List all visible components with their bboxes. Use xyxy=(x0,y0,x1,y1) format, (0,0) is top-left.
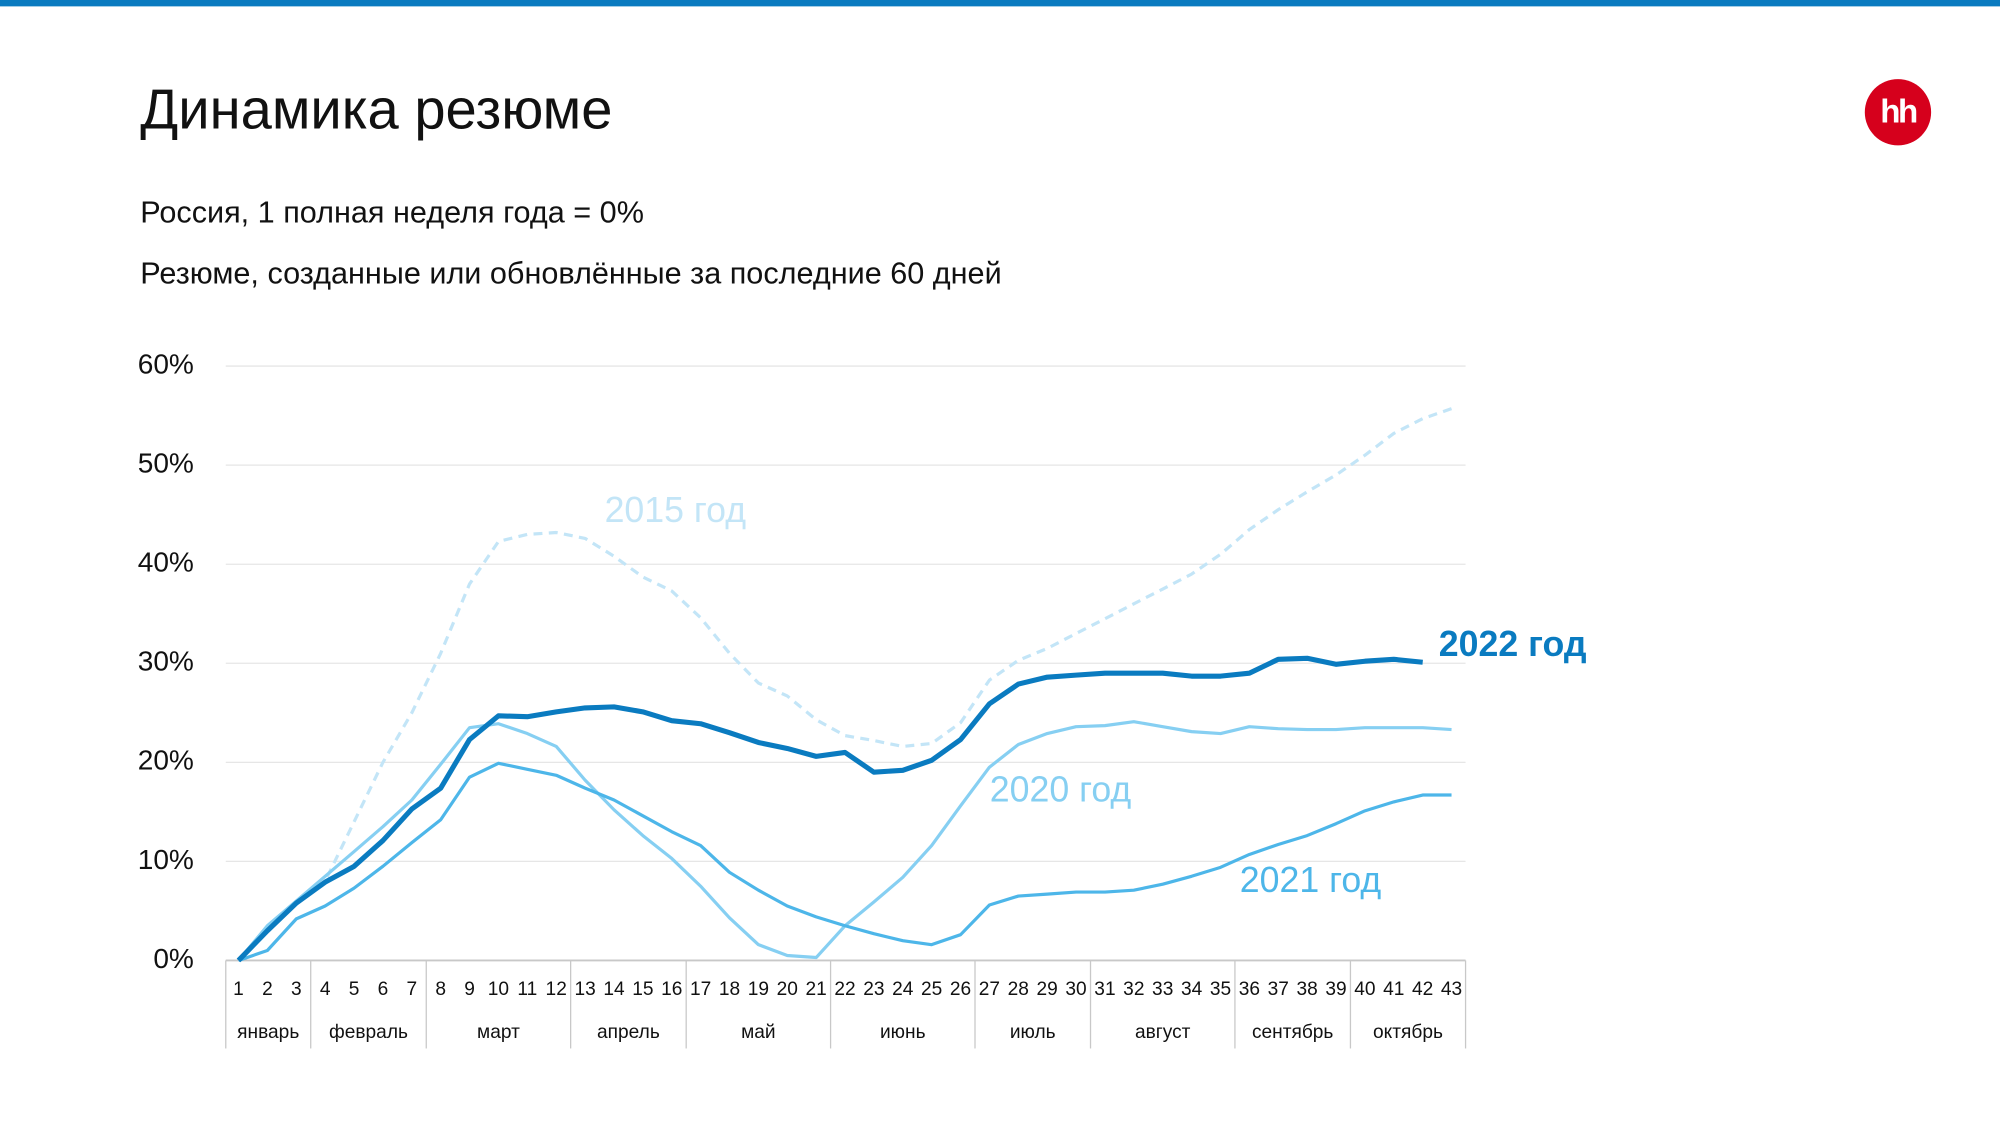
subtitle: Россия, 1 полная неделя года = 0% xyxy=(140,195,644,229)
x-tick-label: 8 xyxy=(435,979,446,1000)
series-line xyxy=(236,655,1423,963)
series-line xyxy=(238,761,1452,962)
x-tick-label: 28 xyxy=(1008,979,1029,1000)
x-tick-label: 29 xyxy=(1037,979,1058,1000)
x-tick-label: 40 xyxy=(1354,979,1375,1000)
x-tick-label: 30 xyxy=(1065,979,1086,1000)
x-tick-label: 14 xyxy=(603,979,625,1000)
x-tick-label: 35 xyxy=(1210,979,1231,1000)
x-tick-label: 4 xyxy=(320,979,331,1000)
group-label: январь xyxy=(237,1022,299,1043)
logo-text: hh xyxy=(1880,93,1917,130)
top-bar xyxy=(0,0,2000,7)
x-tick-label: 26 xyxy=(950,979,971,1000)
x-tick-label: 34 xyxy=(1181,979,1203,1000)
x-tick-label: 1 xyxy=(233,979,244,1000)
x-tick-label: 24 xyxy=(892,979,914,1000)
group-label: август xyxy=(1135,1022,1191,1043)
x-tick-label: 32 xyxy=(1123,979,1144,1000)
series-label: 2020 год xyxy=(990,770,1132,810)
x-tick-label: 7 xyxy=(406,979,417,1000)
series-label: 2015 год xyxy=(605,490,747,530)
series-line xyxy=(237,407,1453,962)
x-tick-label: 33 xyxy=(1152,979,1173,1000)
x-tick-label: 38 xyxy=(1296,979,1317,1000)
x-tick-label: 18 xyxy=(719,979,740,1000)
x-tick-label: 31 xyxy=(1094,979,1115,1000)
x-tick-label: 6 xyxy=(378,979,389,1000)
x-tick-label: 42 xyxy=(1412,979,1433,1000)
group-label: июнь xyxy=(880,1022,926,1043)
y-tick-label: 20% xyxy=(138,745,194,776)
x-tick-label: 2 xyxy=(262,979,273,1000)
x-tick-label: 17 xyxy=(690,979,711,1000)
group-label: сентябрь xyxy=(1252,1022,1333,1043)
group-label: февраль xyxy=(329,1022,408,1043)
slide-title: Динамика резюме xyxy=(140,77,612,140)
x-tick-label: 16 xyxy=(661,979,682,1000)
x-tick-label: 27 xyxy=(979,979,1000,1000)
y-tick-label: 10% xyxy=(138,844,194,875)
x-tick-label: 21 xyxy=(806,979,827,1000)
x-tick-label: 9 xyxy=(464,979,475,1000)
x-tick-label: 39 xyxy=(1325,979,1346,1000)
y-tick-label: 0% xyxy=(153,943,194,974)
group-label: март xyxy=(477,1022,520,1043)
x-tick-label: 20 xyxy=(777,979,798,1000)
series-label: 2021 год xyxy=(1240,860,1382,900)
x-tick-label: 43 xyxy=(1441,979,1462,1000)
x-tick-label: 37 xyxy=(1268,979,1289,1000)
group-label: октябрь xyxy=(1373,1022,1443,1043)
x-tick-label: 36 xyxy=(1239,979,1260,1000)
x-tick-label: 23 xyxy=(863,979,884,1000)
x-tick-label: 22 xyxy=(834,979,855,1000)
y-tick-label: 50% xyxy=(138,448,194,479)
group-label: май xyxy=(741,1022,775,1043)
x-tick-label: 19 xyxy=(748,979,769,1000)
subtitle: Резюме, созданные или обновлённые за пос… xyxy=(140,257,1001,291)
x-tick-label: 11 xyxy=(517,979,537,1000)
group-label: апрель xyxy=(597,1022,660,1043)
x-tick-label: 25 xyxy=(921,979,942,1000)
x-tick-label: 12 xyxy=(546,979,567,1000)
x-tick-label: 3 xyxy=(291,979,302,1000)
x-tick-label: 15 xyxy=(632,979,653,1000)
x-tick-label: 41 xyxy=(1383,979,1404,1000)
y-tick-label: 30% xyxy=(138,646,194,677)
x-tick-label: 10 xyxy=(488,979,509,1000)
group-label: июль xyxy=(1010,1022,1056,1043)
logo xyxy=(1864,79,1932,146)
y-tick-label: 40% xyxy=(138,547,194,578)
series-label: 2022 год xyxy=(1439,624,1587,664)
x-tick-label: 5 xyxy=(349,979,360,1000)
x-tick-label: 13 xyxy=(574,979,595,1000)
y-tick-label: 60% xyxy=(138,348,194,379)
